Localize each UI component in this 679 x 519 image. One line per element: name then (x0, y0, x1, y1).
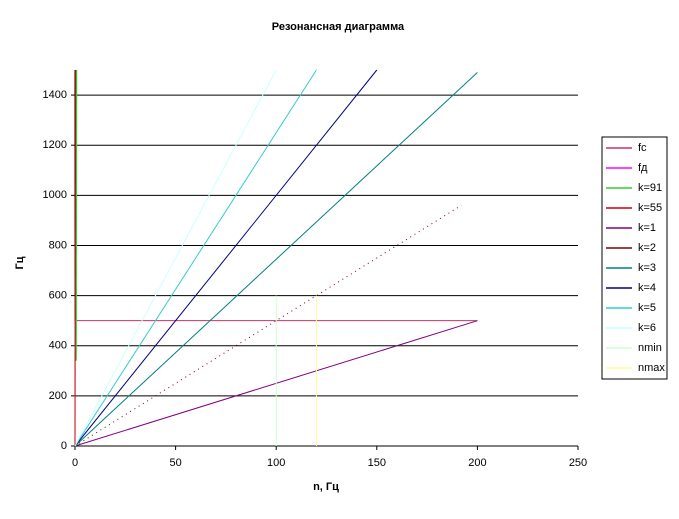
x-tick-label: 50 (169, 457, 181, 469)
legend-label: fc (638, 142, 647, 154)
y-tick-label: 0 (61, 440, 67, 452)
x-tick-label: 0 (72, 457, 78, 469)
x-tick-label: 100 (267, 457, 285, 469)
y-tick-label: 200 (49, 390, 67, 402)
legend-label: k=5 (638, 302, 656, 314)
legend-label: k=1 (638, 222, 656, 234)
legend-label: k=91 (638, 182, 662, 194)
legend-label: k=3 (638, 262, 656, 274)
chart-title: Резонансная диаграмма (272, 21, 405, 33)
series-line (75, 205, 461, 446)
series-line (75, 70, 76, 446)
legend-label: fд (638, 162, 648, 174)
series-line (75, 70, 377, 446)
y-tick-label: 400 (49, 340, 67, 352)
series-line (75, 70, 276, 446)
y-axis-label: Гц (14, 256, 26, 269)
y-tick-label: 600 (49, 290, 67, 302)
legend-label: k=6 (638, 322, 656, 334)
y-tick-label: 1400 (43, 89, 67, 101)
y-tick-label: 1200 (43, 139, 67, 151)
legend-label: nmax (638, 362, 665, 374)
legend-label: k=55 (638, 202, 662, 214)
legend-label: nmin (638, 342, 662, 354)
x-tick-label: 150 (368, 457, 386, 469)
y-tick-label: 1000 (43, 189, 67, 201)
x-tick-label: 250 (569, 457, 587, 469)
legend-label: k=2 (638, 242, 656, 254)
y-tick-label: 800 (49, 239, 67, 251)
x-tick-label: 200 (468, 457, 486, 469)
legend-label: k=4 (638, 282, 656, 294)
series-line (75, 70, 316, 446)
x-axis-label: n, Гц (313, 481, 339, 493)
